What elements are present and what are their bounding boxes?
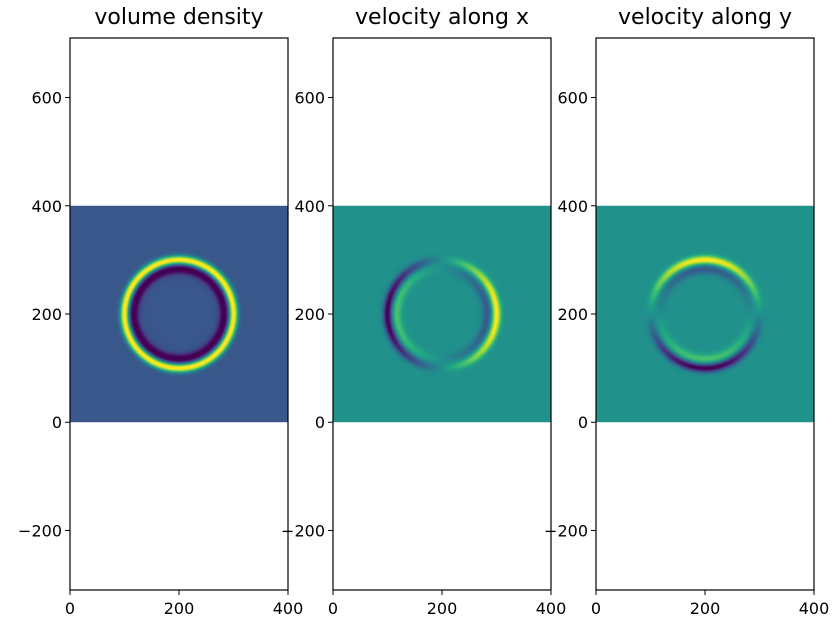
x-tick-label: 0 [65, 599, 75, 618]
y-tick-label: −200 [544, 521, 588, 540]
chart-title: volume density [94, 5, 263, 30]
y-tick-label: 400 [31, 197, 62, 216]
x-tick-label: 400 [273, 599, 304, 618]
y-tick-label: 0 [315, 413, 325, 432]
x-tick-label: 200 [164, 599, 195, 618]
y-tick-label: 400 [557, 197, 588, 216]
y-tick-label: 200 [294, 305, 325, 324]
x-tick-label: 0 [591, 599, 601, 618]
panel-velocity-y: velocity along y 0 200 400 −200 0 200 400 600 [544, 5, 829, 618]
panel-volume-density: volume density 0 200 400 −200 0 200 400 600 [18, 5, 303, 618]
x-tick-label: 0 [328, 599, 338, 618]
x-tick-label: 200 [427, 599, 458, 618]
y-tick-label: 200 [557, 305, 588, 324]
y-tick-label: 600 [294, 89, 325, 108]
chart-title: velocity along y [618, 5, 792, 30]
x-tick-label: 400 [799, 599, 830, 618]
y-tick-label: 200 [31, 305, 62, 324]
x-tick-label: 200 [690, 599, 721, 618]
heatmap-image [70, 205, 288, 423]
y-tick-label: 600 [31, 89, 62, 108]
y-tick-label: −200 [281, 521, 325, 540]
y-tick-label: 0 [578, 413, 588, 432]
x-tick-label: 400 [536, 599, 567, 618]
chart-title: velocity along x [355, 5, 529, 30]
heatmap-image [596, 205, 814, 423]
heatmap-image [333, 205, 551, 423]
y-tick-label: 0 [52, 413, 62, 432]
y-tick-label: 600 [557, 89, 588, 108]
y-tick-label: −200 [18, 521, 62, 540]
panel-velocity-x: velocity along x 0 200 400 −200 0 200 400 600 [281, 5, 566, 618]
y-tick-label: 400 [294, 197, 325, 216]
